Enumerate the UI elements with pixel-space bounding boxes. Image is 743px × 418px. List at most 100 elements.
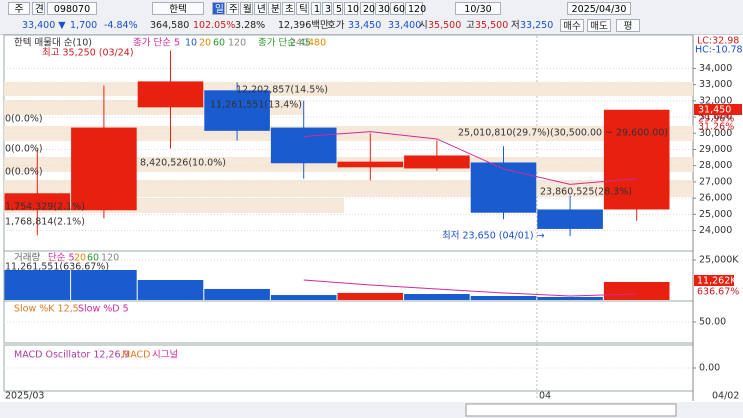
volume-bar xyxy=(4,270,71,300)
annotation: 11,261,551(13.4%) xyxy=(210,100,302,111)
y-tick-label: 25,000K xyxy=(699,255,739,266)
candle-body xyxy=(537,209,603,229)
toolbar-item[interactable]: 주 xyxy=(8,2,30,15)
annotation: LC:32.98 xyxy=(697,36,739,47)
y-tick-label: 28,000 xyxy=(699,160,732,171)
annotation: 최저 23,650 (04/01) → xyxy=(442,231,545,242)
volume-bar xyxy=(204,288,270,300)
volume-bar xyxy=(537,296,603,300)
quote-field: 3.28% xyxy=(235,20,266,31)
candle-body xyxy=(603,109,670,210)
volume-bar xyxy=(270,295,337,300)
price-tag-bg xyxy=(694,104,742,115)
quote-field: 1,700 xyxy=(70,20,98,31)
toolbar-item[interactable]: 월 xyxy=(240,2,253,15)
candle-body xyxy=(404,155,470,169)
toolbar-item[interactable]: 30 xyxy=(375,2,390,15)
toolbar-item[interactable]: 60 xyxy=(390,2,405,15)
annotation: 12,202,857(14.5%) xyxy=(236,85,328,96)
toolbar-item[interactable]: 견 xyxy=(32,2,45,15)
toolbar-item[interactable]: 10/30 xyxy=(455,2,501,15)
order-button[interactable]: 매수 xyxy=(560,19,584,32)
quote-field: 33,400 ▼ xyxy=(22,20,66,31)
candle-body xyxy=(204,90,270,131)
annotation: 11,261,551(636.67%) xyxy=(5,262,109,273)
y-tick-label: 50.00 xyxy=(699,317,726,328)
toolbar-item[interactable]: 120 xyxy=(405,2,426,15)
y-tick-label: 33,000 xyxy=(699,79,732,90)
quote-bar: 33,400 ▼ 1,700 -4.84% 364,580 102.05% 3.28% 12… xyxy=(0,17,743,35)
toolbar-item[interactable]: 초 xyxy=(282,2,295,15)
toolbar-item[interactable]: 2025/04/30 xyxy=(567,2,631,15)
quote-field: 33,400 xyxy=(388,20,422,31)
volume-bar xyxy=(137,280,204,300)
legend-entry: 20 xyxy=(74,253,86,264)
candle-body xyxy=(470,162,537,213)
volume-profile-band xyxy=(4,82,693,96)
candle-body xyxy=(137,81,204,108)
quote-field: 시 xyxy=(419,20,428,31)
toolbar-item[interactable]: 분 xyxy=(268,2,281,15)
y-tick-label: 24,000 xyxy=(699,225,732,236)
x-axis-label: 04/02 xyxy=(712,391,739,402)
toolbar-item[interactable]: 한텍 xyxy=(152,2,204,15)
candle-body xyxy=(337,161,404,168)
annotation: 0(0.0%) xyxy=(5,167,43,178)
y-tick-label: 31,000 xyxy=(699,112,732,123)
volume-bar xyxy=(71,270,137,300)
toolbar-item[interactable]: 5 xyxy=(333,2,343,15)
annotation: 최고 35,250 (03/24) xyxy=(42,48,134,59)
toolbar-item[interactable]: 년 xyxy=(254,2,267,15)
annotation: 0(0.0%) xyxy=(5,144,43,155)
annotation: 1,768,814(2.1%) xyxy=(5,217,85,228)
toolbar-item[interactable]: 3 xyxy=(322,2,332,15)
annotation: 0(0.0%) xyxy=(5,114,43,125)
legend-entry: 20 xyxy=(199,38,211,49)
x-axis-label: 04 xyxy=(539,391,551,402)
annotation: 1,754,329(2.1%) xyxy=(5,202,85,213)
candle-body xyxy=(4,193,71,211)
quote-field: -4.84% xyxy=(104,20,138,31)
y-tick-label: 27,000 xyxy=(699,176,732,187)
volume-bar xyxy=(404,294,470,300)
legend-entry: 종가 단순 45 xyxy=(258,38,311,49)
toolbar-item[interactable]: 주 xyxy=(226,2,239,15)
toolbar-item[interactable]: 1 xyxy=(311,2,321,15)
toolbar-item[interactable]: 20 xyxy=(360,2,375,15)
legend-entry: Slow %D 5 xyxy=(78,304,129,315)
quote-field: 12,396백만 xyxy=(278,20,329,31)
legend-entry: 시그널 xyxy=(152,350,178,361)
quote-field: 33,250 xyxy=(520,20,554,31)
quote-field: 호가 xyxy=(327,20,345,31)
price-tag: 31,450 xyxy=(698,105,731,116)
legend-entry: 단순 5 xyxy=(48,253,75,264)
y-tick-label: 29,000 xyxy=(699,144,732,155)
legend-entry: 120 xyxy=(101,253,119,264)
y-tick-label: 25,000 xyxy=(699,209,732,220)
y-tick-label: 26,000 xyxy=(699,193,732,204)
volume-bar xyxy=(337,292,404,300)
toolbar: 주 견 098070 한텍 일 주 월 년 분 초 틱 1 3 5 10 20 30 60 120 10/30 2025… xyxy=(0,0,743,18)
toolbar-item[interactable]: 10 xyxy=(344,2,359,15)
legend-entry: 10 xyxy=(185,38,197,49)
candle-body xyxy=(270,127,337,164)
order-button[interactable]: 평 xyxy=(616,19,640,32)
ma-line xyxy=(303,279,637,297)
candle-body xyxy=(71,127,137,211)
annotation: 23,860,525(28.3%) xyxy=(540,187,632,198)
legend-entry: 120 xyxy=(228,38,246,49)
volume-tag: 11,262K xyxy=(697,276,737,287)
legend-entry: 한텍 매물대 순(10) xyxy=(14,38,92,49)
legend-entry: 거래량 xyxy=(14,252,40,264)
annotation: 25,010,810(29.7%)(30,500.00 ~ 29,600.00) xyxy=(458,128,668,139)
order-button[interactable]: 매도 xyxy=(587,19,611,32)
rate-tag: 29.96% xyxy=(698,114,734,125)
legend-entry: 60 xyxy=(213,38,225,49)
y-tick-label: 34,000 xyxy=(699,63,732,74)
y-tick-label: 0.00 xyxy=(699,363,720,374)
toolbar-item[interactable]: 일 xyxy=(212,2,225,15)
toolbar-item[interactable]: 틱 xyxy=(296,2,309,15)
toolbar-item[interactable]: 098070 xyxy=(47,2,97,15)
scroll-controls[interactable] xyxy=(465,403,677,417)
